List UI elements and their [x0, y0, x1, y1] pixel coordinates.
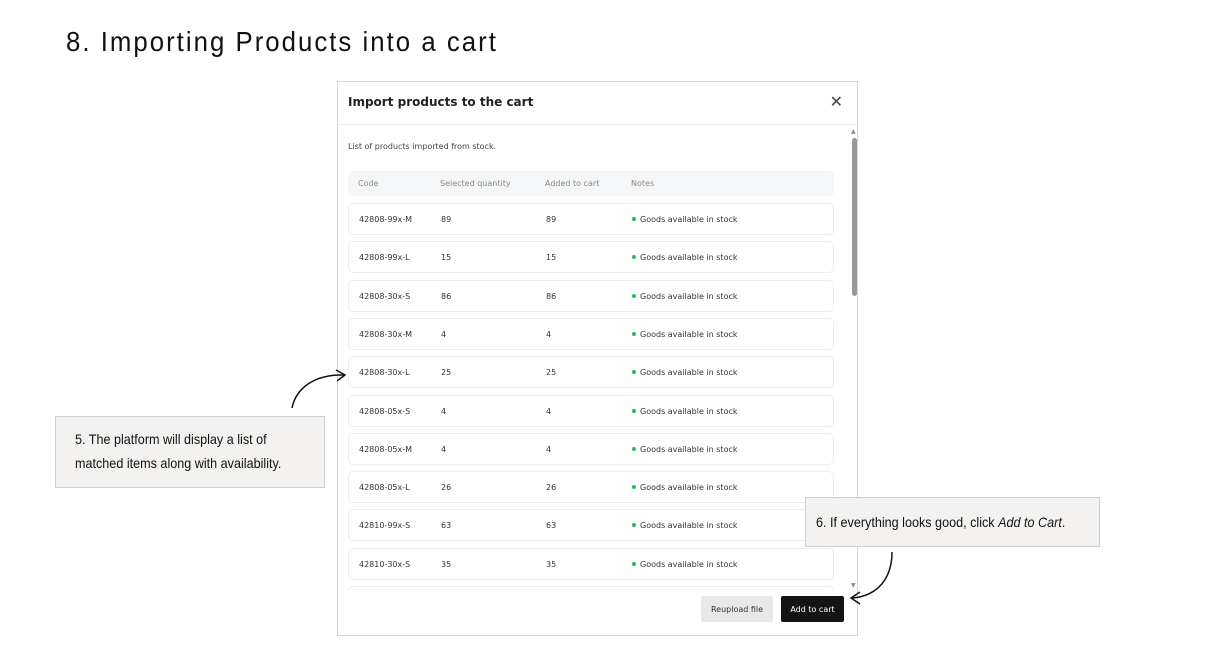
cell-added: 89	[546, 215, 557, 224]
col-added: Added to cart	[545, 179, 600, 188]
table-row: 42810-30x-S 35 35 Goods available in sto…	[348, 547, 834, 580]
cell-note: Goods available in stock	[632, 215, 738, 224]
modal-header: Import products to the cart ✕	[338, 82, 857, 125]
status-dot-icon	[632, 561, 636, 566]
note-text: Goods available in stock	[640, 559, 738, 569]
cell-added: 86	[546, 291, 557, 301]
note-text: Goods available in stock	[640, 406, 738, 416]
cell-code: 42808-05x-S	[359, 406, 411, 416]
cell-selected: 15	[441, 253, 452, 263]
cell-code: 42808-99x-L	[359, 253, 410, 263]
status-dot-icon	[632, 523, 636, 528]
modal-subtitle: List of products imported from stock.	[348, 142, 497, 151]
cell-code: 42808-30x-S	[359, 291, 411, 301]
status-dot-icon	[632, 293, 636, 298]
status-dot-icon	[632, 331, 636, 336]
callout-step-6-suffix: .	[1061, 514, 1066, 530]
callout-step-5: 5. The platform will display a list of m…	[55, 416, 325, 488]
cell-added: 35	[546, 559, 557, 569]
status-dot-icon	[632, 255, 636, 260]
table-row: 42808-05x-M 4 4 Goods available in stock	[348, 432, 834, 465]
cell-note: Goods available in stock	[632, 407, 738, 416]
note-text: Goods available in stock	[640, 483, 738, 493]
cell-selected: 26	[441, 483, 452, 493]
table-row-partial	[348, 586, 834, 591]
cell-selected: 89	[441, 215, 452, 224]
status-dot-icon	[632, 485, 636, 490]
cell-selected: 63	[441, 521, 452, 531]
reupload-file-button[interactable]: Reupload file	[701, 596, 773, 622]
cell-note: Goods available in stock	[632, 445, 738, 454]
cell-code: 42808-99x-M	[359, 215, 413, 224]
callout-step-5-line-1: 5. The platform will display a list of	[75, 431, 267, 447]
table-row: 42808-99x-M 89 89 Goods available in sto…	[348, 203, 834, 235]
callout-step-6: 6. If everything looks good, click Add t…	[805, 497, 1100, 547]
cell-note: Goods available in stock	[632, 560, 738, 569]
table-row: 42808-05x-L 26 26 Goods available in sto…	[348, 471, 834, 504]
table-body: 42808-99x-M 89 89 Goods available in sto…	[338, 196, 848, 591]
note-text: Goods available in stock	[640, 521, 738, 531]
cell-added: 4	[546, 406, 552, 416]
status-dot-icon	[632, 446, 636, 451]
cell-code: 42808-30x-M	[359, 329, 413, 339]
status-dot-icon	[632, 408, 636, 413]
cell-selected: 86	[441, 291, 452, 301]
cell-code: 42810-99x-S	[359, 521, 411, 531]
scrollbar[interactable]: ▲ ▼	[851, 128, 857, 589]
cell-selected: 4	[441, 406, 447, 416]
cell-note: Goods available in stock	[632, 253, 738, 262]
cell-added: 4	[546, 329, 552, 339]
table-row: 42808-30x-L 25 25 Goods available in sto…	[348, 356, 834, 389]
page-heading: 8. Importing Products into a cart	[66, 26, 498, 57]
status-dot-icon	[632, 217, 636, 221]
cell-added: 26	[546, 483, 557, 493]
arrow-to-row-head	[335, 369, 347, 382]
callout-step-6-emphasis: Add to Cart	[998, 514, 1062, 530]
close-icon[interactable]: ✕	[829, 92, 843, 111]
callout-step-5-line-2: matched items along with availability.	[75, 455, 282, 471]
scrollbar-thumb[interactable]	[852, 138, 857, 296]
arrow-to-add-button-head	[849, 591, 861, 605]
cell-selected: 35	[441, 559, 452, 569]
cell-note: Goods available in stock	[632, 330, 738, 339]
cell-note: Goods available in stock	[632, 521, 738, 530]
note-text: Goods available in stock	[640, 291, 738, 301]
col-selected: Selected quantity	[440, 179, 511, 188]
note-text: Goods available in stock	[640, 215, 738, 224]
callout-step-6-text: 6. If everything looks good, click	[816, 514, 999, 530]
col-notes: Notes	[631, 179, 655, 188]
cell-added: 4	[546, 444, 552, 454]
note-text: Goods available in stock	[640, 444, 738, 454]
table-row: 42808-30x-S 86 86 Goods available in sto…	[348, 279, 834, 312]
cell-note: Goods available in stock	[632, 483, 738, 492]
arrow-to-add-button	[851, 551, 893, 599]
modal-title: Import products to the cart	[348, 95, 534, 109]
col-code: Code	[358, 179, 379, 188]
status-dot-icon	[632, 370, 636, 375]
cell-note: Goods available in stock	[632, 292, 738, 301]
cell-added: 25	[546, 368, 557, 378]
table-row: 42808-30x-M 4 4 Goods available in stock	[348, 317, 834, 350]
arrow-to-row	[291, 374, 345, 409]
cell-note: Goods available in stock	[632, 368, 738, 377]
cell-code: 42808-30x-L	[359, 368, 410, 378]
cell-selected: 4	[441, 329, 447, 339]
add-to-cart-button[interactable]: Add to cart	[781, 596, 844, 622]
cell-code: 42808-05x-M	[359, 444, 413, 454]
note-text: Goods available in stock	[640, 253, 738, 263]
cell-selected: 4	[441, 444, 447, 454]
cell-selected: 25	[441, 368, 452, 378]
table-row: 42808-99x-L 15 15 Goods available in sto…	[348, 241, 834, 274]
note-text: Goods available in stock	[640, 329, 738, 339]
cell-added: 63	[546, 521, 557, 531]
note-text: Goods available in stock	[640, 368, 738, 378]
table-header: Code Selected quantity Added to cart Not…	[348, 171, 834, 196]
cell-code: 42808-05x-L	[359, 483, 410, 493]
cell-added: 15	[546, 253, 557, 263]
cell-code: 42810-30x-S	[359, 559, 411, 569]
table-row: 42808-05x-S 4 4 Goods available in stock	[348, 394, 834, 427]
import-modal: Import products to the cart ✕ List of pr…	[337, 81, 858, 636]
